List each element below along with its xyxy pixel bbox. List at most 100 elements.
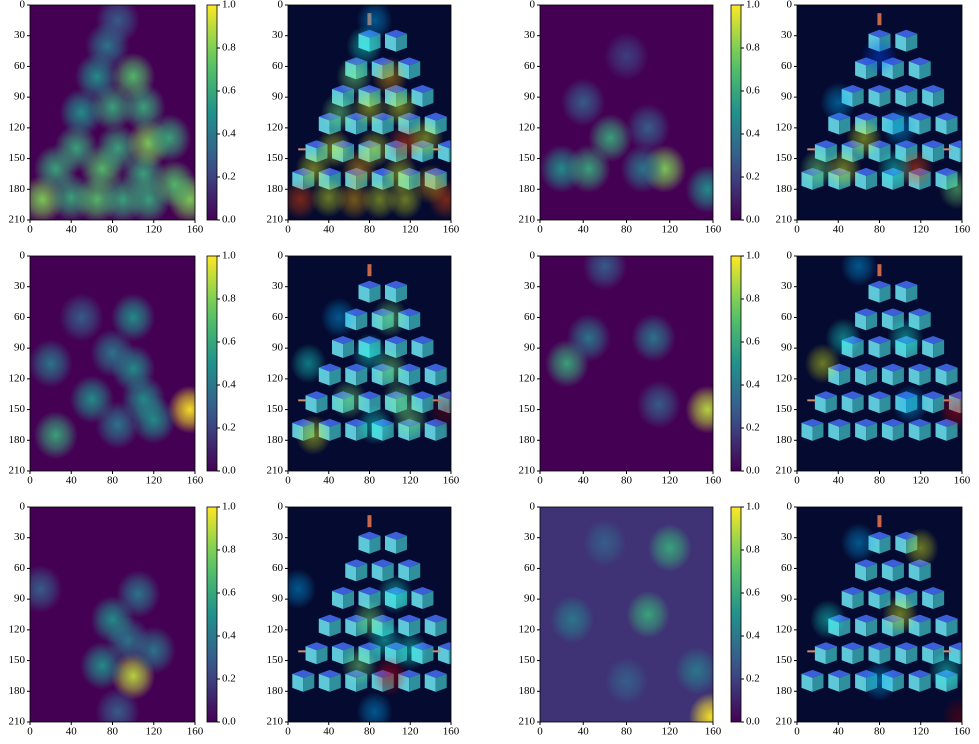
overlay-blob bbox=[382, 379, 418, 419]
x-tick-label: 0 bbox=[537, 475, 543, 487]
overlay-blob bbox=[321, 297, 357, 337]
y-tick-label: 120 bbox=[267, 623, 284, 635]
colorbar-tick-label: 0.6 bbox=[222, 336, 236, 348]
heat-blob bbox=[686, 165, 730, 213]
y-tick-label: 150 bbox=[267, 403, 284, 415]
y-tick-label: 0 bbox=[20, 501, 26, 513]
overlay-blob bbox=[810, 600, 846, 640]
y-tick-label: 180 bbox=[9, 183, 26, 195]
overlay-blob bbox=[372, 57, 408, 97]
colorbar-tick-label: 0.2 bbox=[222, 673, 236, 685]
y-tick-label: 60 bbox=[781, 562, 793, 574]
y-tick-label: 0 bbox=[530, 0, 536, 11]
overlay bbox=[797, 5, 979, 220]
overlay-blob bbox=[887, 318, 923, 358]
y-tick-label: 120 bbox=[776, 372, 793, 384]
y-tick-label: 60 bbox=[524, 311, 536, 323]
x-tick-label: 80 bbox=[874, 726, 886, 738]
y-tick-label: 210 bbox=[776, 716, 793, 728]
y-tick-label: 210 bbox=[267, 214, 284, 226]
overlay-blob bbox=[939, 390, 975, 430]
x-tick-label: 40 bbox=[578, 726, 590, 738]
y-tick-label: 120 bbox=[776, 623, 793, 635]
y-tick-label: 210 bbox=[9, 214, 26, 226]
overlay bbox=[282, 0, 473, 220]
x-tick-label: 0 bbox=[27, 726, 33, 738]
overlay-blob bbox=[862, 661, 898, 701]
heat-blob bbox=[91, 329, 135, 377]
colorbar-tick-label: 0.8 bbox=[746, 42, 760, 54]
y-tick-label: 150 bbox=[776, 403, 793, 415]
colorbar-tick-label: 1.0 bbox=[746, 501, 760, 513]
x-tick-label: 160 bbox=[954, 475, 971, 487]
overlay-blob bbox=[846, 118, 882, 158]
overlay-blob bbox=[357, 0, 393, 40]
colorbar-tick-label: 1.0 bbox=[222, 501, 236, 513]
overlay bbox=[797, 507, 979, 737]
y-tick-label: 120 bbox=[9, 372, 26, 384]
y-tick-label: 180 bbox=[776, 434, 793, 446]
x-tick-label: 40 bbox=[323, 726, 335, 738]
y-tick-label: 30 bbox=[781, 280, 793, 292]
colorbar-tick-label: 0.4 bbox=[222, 128, 236, 140]
y-tick-label: 210 bbox=[9, 465, 26, 477]
overlay bbox=[288, 256, 473, 471]
colorbar-tick-label: 0.0 bbox=[222, 214, 236, 226]
colorbar-tick-label: 0.2 bbox=[746, 422, 760, 434]
player bbox=[877, 515, 881, 527]
overlay-blob bbox=[413, 164, 449, 204]
y-tick-label: 210 bbox=[519, 465, 536, 477]
x-tick-label: 0 bbox=[537, 224, 543, 236]
x-tick-label: 80 bbox=[364, 224, 376, 236]
heat-blob bbox=[60, 293, 104, 341]
figure: 0 40 80 120 160 0 30 60 90 120 150 180 210 0.0 0.2 0.4 0… bbox=[0, 0, 979, 744]
y-tick-label: 150 bbox=[776, 152, 793, 164]
y-tick-label: 60 bbox=[524, 562, 536, 574]
colorbar-tick-label: 0.4 bbox=[746, 128, 760, 140]
x-tick-label: 160 bbox=[705, 224, 722, 236]
heat-blob bbox=[626, 104, 670, 152]
y-tick-label: 0 bbox=[787, 0, 793, 11]
colorbar-tick-label: 0.8 bbox=[222, 42, 236, 54]
cube-top bbox=[962, 168, 979, 176]
heat-blob bbox=[648, 524, 692, 572]
colorbar-tick-label: 0.8 bbox=[222, 293, 236, 305]
x-tick-label: 0 bbox=[794, 475, 800, 487]
overlay-blob bbox=[352, 333, 388, 373]
x-tick-label: 80 bbox=[621, 224, 633, 236]
disc bbox=[298, 650, 306, 652]
y-tick-label: 0 bbox=[787, 501, 793, 513]
y-tick-label: 60 bbox=[272, 60, 284, 72]
y-tick-label: 90 bbox=[272, 91, 284, 103]
cube-top bbox=[451, 168, 473, 176]
colorbar-tick-label: 0.0 bbox=[746, 716, 760, 728]
heat-blob bbox=[605, 32, 649, 80]
colorbar-tick-label: 0.4 bbox=[222, 630, 236, 642]
overlay-blob bbox=[316, 128, 352, 168]
x-tick-label: 120 bbox=[402, 224, 419, 236]
x-tick-label: 120 bbox=[662, 726, 679, 738]
overlay-blob bbox=[408, 118, 444, 158]
player bbox=[877, 13, 881, 25]
x-tick-label: 40 bbox=[578, 224, 590, 236]
x-tick-label: 80 bbox=[107, 224, 119, 236]
x-tick-label: 120 bbox=[402, 726, 419, 738]
y-tick-label: 210 bbox=[9, 716, 26, 728]
heatmap bbox=[29, 256, 212, 471]
x-tick-label: 120 bbox=[662, 224, 679, 236]
colorbar bbox=[207, 5, 217, 220]
x-tick-label: 120 bbox=[662, 475, 679, 487]
y-tick-label: 0 bbox=[20, 250, 26, 262]
x-tick-label: 0 bbox=[27, 475, 33, 487]
y-tick-label: 60 bbox=[272, 311, 284, 323]
x-tick-label: 40 bbox=[578, 475, 590, 487]
x-tick-label: 160 bbox=[954, 726, 971, 738]
y-tick-label: 120 bbox=[519, 623, 536, 635]
colorbar-tick-label: 0.0 bbox=[746, 465, 760, 477]
y-tick-label: 180 bbox=[9, 434, 26, 446]
player bbox=[367, 264, 371, 276]
x-tick-label: 80 bbox=[874, 224, 886, 236]
x-tick-label: 160 bbox=[187, 475, 204, 487]
overlay-blob bbox=[825, 318, 861, 358]
y-tick-label: 30 bbox=[14, 531, 26, 543]
